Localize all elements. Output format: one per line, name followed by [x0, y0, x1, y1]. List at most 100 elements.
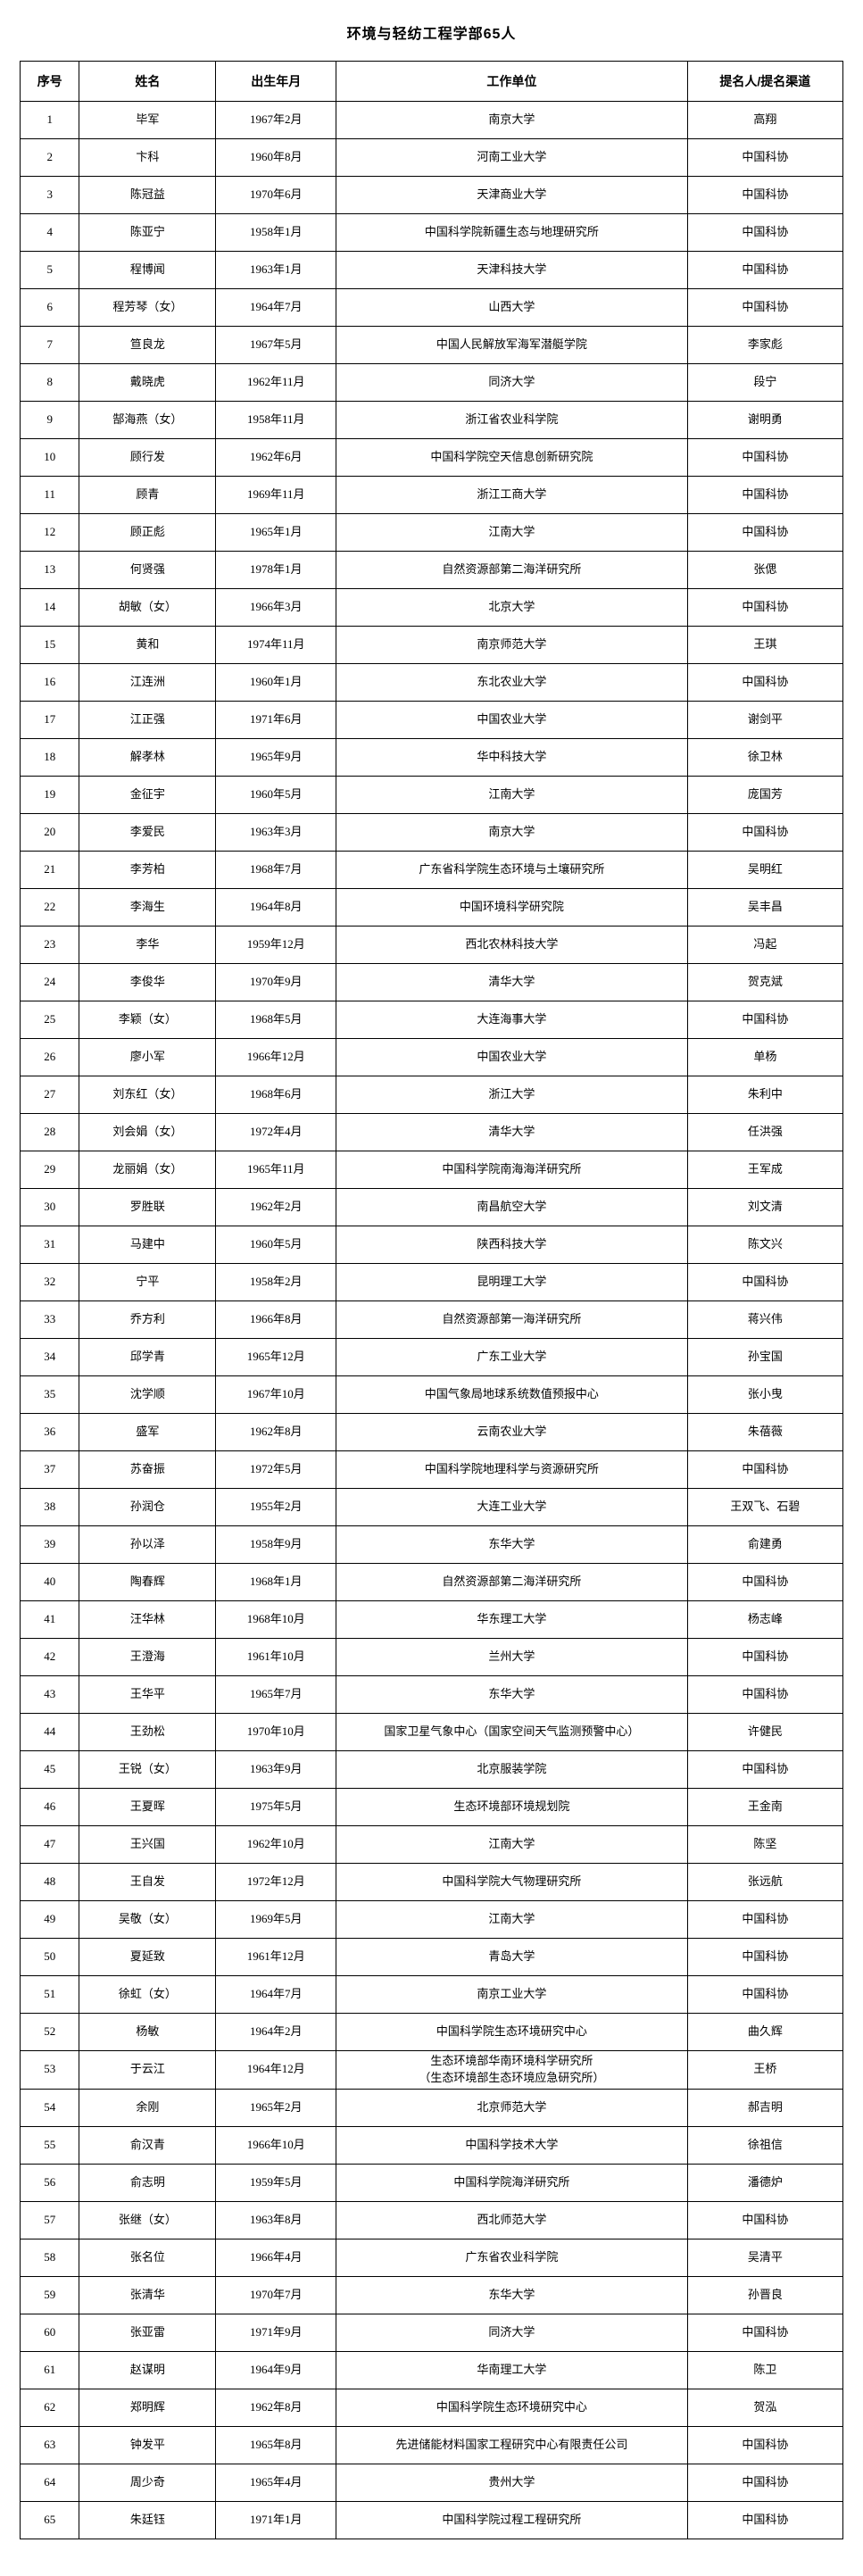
cell-birth: 1961年10月	[215, 1638, 337, 1676]
cell-birth: 1972年4月	[215, 1113, 337, 1151]
cell-name: 孙润仓	[79, 1488, 217, 1526]
table-row: 18 解孝林 1965年9月 华中科技大学 徐卫林	[19, 738, 844, 777]
cell-name: 余刚	[79, 2088, 217, 2127]
table-row: 37 苏奋振 1972年5月 中国科学院地理科学与资源研究所 中国科协	[19, 1450, 844, 1489]
table-row: 64 周少奇 1965年4月 贵州大学 中国科协	[19, 2463, 844, 2502]
cell-org: 华南理工大学	[336, 2350, 688, 2389]
cell-no: 13	[19, 551, 80, 589]
table-row: 48 王自发 1972年12月 中国科学院大气物理研究所 张远航	[19, 1863, 844, 1901]
table-row: 19 金征宇 1960年5月 江南大学 庞国芳	[19, 776, 844, 814]
cell-birth: 1962年8月	[215, 2388, 337, 2427]
cell-name: 金征宇	[79, 776, 217, 814]
table-row: 34 邱学青 1965年12月 广东工业大学 孙宝国	[19, 1338, 844, 1376]
cell-birth: 1964年12月	[215, 2050, 337, 2090]
cell-no: 29	[19, 1151, 80, 1189]
table-row: 6 程芳琴（女） 1964年7月 山西大学 中国科协	[19, 288, 844, 327]
cell-nominator: 中国科协	[686, 2313, 844, 2352]
table-row: 23 李华 1959年12月 西北农林科技大学 冯起	[19, 926, 844, 964]
cell-no: 45	[19, 1750, 80, 1789]
cell-nominator: 中国科协	[686, 1638, 844, 1676]
cell-nominator: 曲久辉	[686, 2013, 844, 2051]
cell-name: 黄和	[79, 626, 217, 664]
cell-no: 59	[19, 2275, 80, 2314]
cell-nominator: 潘德炉	[686, 2163, 844, 2202]
cell-birth: 1961年12月	[215, 1938, 337, 1976]
cell-nominator: 许健民	[686, 1713, 844, 1751]
cell-name: 王自发	[79, 1863, 217, 1901]
cell-nominator: 贺克斌	[686, 963, 844, 1001]
cell-birth: 1962年8月	[215, 1413, 337, 1451]
cell-org: 天津科技大学	[336, 251, 688, 289]
page-title: 环境与轻纺工程学部65人	[346, 27, 517, 42]
cell-org: 南京工业大学	[336, 1975, 688, 2014]
cell-org: 青岛大学	[336, 1938, 688, 1976]
cell-birth: 1958年11月	[215, 401, 337, 439]
cell-org: 北京服装学院	[336, 1750, 688, 1789]
cell-birth: 1965年1月	[215, 513, 337, 552]
cell-name: 张名位	[79, 2238, 217, 2277]
cell-nominator: 庞国芳	[686, 776, 844, 814]
cell-birth: 1958年2月	[215, 1263, 337, 1301]
cell-no: 16	[19, 663, 80, 702]
cell-no: 38	[19, 1488, 80, 1526]
cell-name: 钟发平	[79, 2425, 217, 2464]
cell-nominator: 中国科协	[686, 2463, 844, 2502]
cell-no: 53	[19, 2050, 80, 2090]
table-row: 39 孙以泽 1958年9月 东华大学 俞建勇	[19, 1525, 844, 1564]
cell-org: 中国农业大学	[336, 701, 688, 739]
cell-nominator: 中国科协	[686, 288, 844, 327]
table-row: 14 胡敏（女） 1966年3月 北京大学 中国科协	[19, 588, 844, 627]
table-row: 1 毕军 1967年2月 南京大学 高翔	[19, 101, 844, 139]
cell-nominator: 中国科协	[686, 663, 844, 702]
column-header-org: 工作单位	[336, 61, 688, 102]
cell-nominator: 王琪	[686, 626, 844, 664]
cell-org: 江南大学	[336, 1825, 688, 1864]
cell-birth: 1969年11月	[215, 476, 337, 514]
cell-nominator: 中国科协	[686, 138, 844, 177]
table-row: 56 俞志明 1959年5月 中国科学院海洋研究所 潘德炉	[19, 2163, 844, 2202]
cell-no: 18	[19, 738, 80, 777]
column-header-birth: 出生年月	[215, 61, 337, 102]
cell-org: 中国科学院南海海洋研究所	[336, 1151, 688, 1189]
cell-birth: 1966年4月	[215, 2238, 337, 2277]
cell-birth: 1967年2月	[215, 101, 337, 139]
cell-birth: 1970年10月	[215, 1713, 337, 1751]
cell-nominator: 中国科协	[686, 2425, 844, 2464]
table-row: 5 程博闻 1963年1月 天津科技大学 中国科协	[19, 251, 844, 289]
cell-name: 刘东红（女）	[79, 1076, 217, 1114]
cell-org: 江南大学	[336, 513, 688, 552]
cell-birth: 1964年9月	[215, 2350, 337, 2389]
cell-nominator: 高翔	[686, 101, 844, 139]
cell-name: 何贤强	[79, 551, 217, 589]
table-row: 12 顾正彪 1965年1月 江南大学 中国科协	[19, 513, 844, 552]
cell-birth: 1968年6月	[215, 1076, 337, 1114]
cell-no: 26	[19, 1038, 80, 1076]
cell-name: 朱廷钰	[79, 2500, 217, 2539]
cell-no: 4	[19, 213, 80, 252]
cell-birth: 1965年4月	[215, 2463, 337, 2502]
cell-name: 宁平	[79, 1263, 217, 1301]
table-row: 63 钟发平 1965年8月 先进储能材料国家工程研究中心有限责任公司 中国科协	[19, 2425, 844, 2464]
table-row: 47 王兴国 1962年10月 江南大学 陈坚	[19, 1825, 844, 1864]
table-row: 59 张清华 1970年7月 东华大学 孙晋良	[19, 2275, 844, 2314]
cell-name: 胡敏（女）	[79, 588, 217, 627]
cell-birth: 1963年9月	[215, 1750, 337, 1789]
cell-nominator: 吴明红	[686, 851, 844, 889]
cell-name: 毕军	[79, 101, 217, 139]
cell-name: 陈冠益	[79, 176, 217, 214]
cell-org: 清华大学	[336, 963, 688, 1001]
cell-org: 东华大学	[336, 1675, 688, 1714]
table-row: 16 江连洲 1960年1月 东北农业大学 中国科协	[19, 663, 844, 702]
cell-org: 中国气象局地球系统数值预报中心	[336, 1375, 688, 1414]
cell-name: 汪华林	[79, 1600, 217, 1639]
cell-nominator: 中国科协	[686, 1263, 844, 1301]
nominees-table: 序号 姓名 出生年月 工作单位 提名人/提名渠道 1 毕军 1967年2月 南京大学 高翔 2 卞科…	[19, 61, 844, 2539]
table-row: 11 顾青 1969年11月 浙江工商大学 中国科协	[19, 476, 844, 514]
cell-no: 55	[19, 2125, 80, 2165]
cell-org: 中国科学院空天信息创新研究院	[336, 438, 688, 477]
cell-birth: 1966年12月	[215, 1038, 337, 1076]
cell-nominator: 陈文兴	[686, 1226, 844, 1264]
cell-no: 54	[19, 2088, 80, 2127]
cell-no: 52	[19, 2013, 80, 2051]
